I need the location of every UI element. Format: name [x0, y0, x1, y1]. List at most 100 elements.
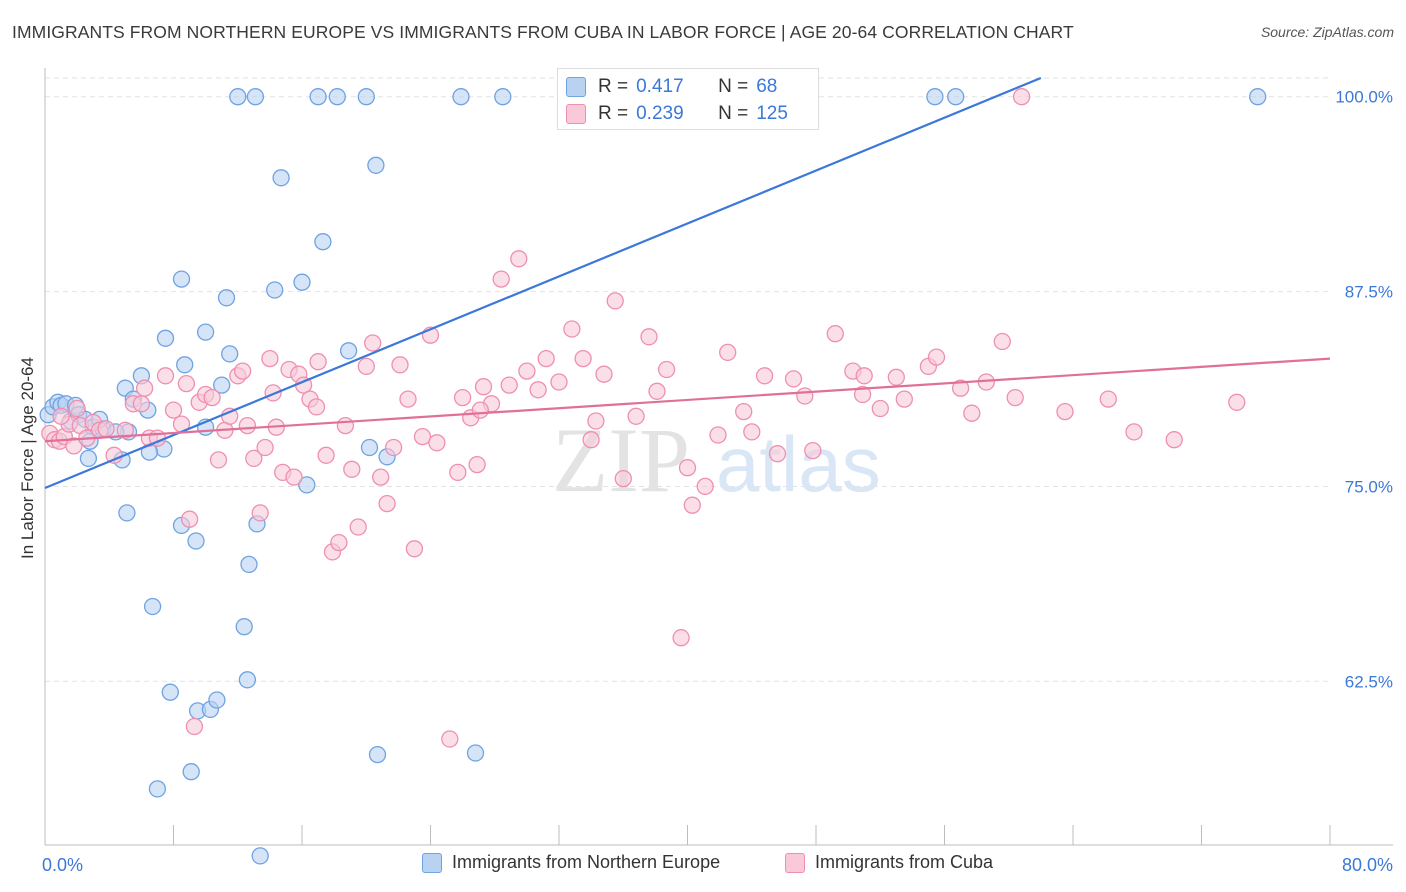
tick-labels: 62.5% 75.0% 87.5% 100.0% 0.0% 80.0% [42, 88, 1393, 875]
point-northern-europe [367, 156, 385, 174]
point-cuba [378, 494, 396, 513]
point-cuba [887, 368, 905, 386]
point-cuba [317, 446, 335, 464]
point-cuba [372, 468, 390, 486]
point-cuba [405, 540, 424, 558]
point-cuba [587, 412, 605, 430]
point-cuba [784, 370, 803, 388]
point-cuba [672, 629, 690, 647]
point-cuba [951, 379, 970, 397]
point-northern-europe [298, 476, 316, 494]
watermark-zip: ZIP [552, 409, 690, 511]
point-cuba [261, 349, 279, 368]
point-northern-europe [328, 88, 346, 106]
point-northern-europe [452, 88, 470, 106]
legend-item-northern-europe[interactable]: Immigrants from Northern Europe [422, 852, 720, 873]
point-cuba [65, 437, 83, 455]
point-cuba [529, 381, 547, 399]
y-tick-label: 62.5% [1345, 672, 1393, 691]
stats-row-northern-europe: R = 0.417 N = 68 [566, 74, 778, 100]
n-label: N = [718, 76, 749, 97]
point-northern-europe [187, 532, 205, 550]
point-northern-europe [947, 88, 965, 106]
legend-item-cuba[interactable]: Immigrants from Cuba [785, 852, 993, 873]
point-cuba [1056, 402, 1074, 421]
point-cuba [97, 420, 115, 438]
point-cuba [683, 496, 701, 514]
point-cuba [52, 407, 70, 425]
point-cuba [755, 367, 774, 385]
stats-swatch-cuba [566, 104, 586, 124]
point-northern-europe [314, 233, 332, 251]
point-cuba [330, 533, 348, 552]
point-northern-europe [143, 597, 162, 616]
point-northern-europe [208, 691, 226, 709]
point-cuba [804, 441, 822, 460]
point-cuba [238, 416, 257, 435]
point-cuba [871, 399, 889, 418]
point-cuba [640, 328, 658, 346]
point-cuba [1165, 431, 1183, 449]
axes [44, 68, 1393, 846]
point-cuba [582, 431, 600, 449]
point-cuba [1012, 88, 1031, 106]
point-cuba [574, 349, 592, 368]
point-cuba [537, 349, 555, 368]
point-cuba [180, 510, 199, 528]
point-northern-europe [246, 88, 265, 106]
point-cuba [614, 469, 632, 488]
point-cuba [853, 385, 872, 404]
r-value: 0.239 [636, 103, 684, 124]
point-cuba [627, 407, 645, 425]
r-label: R = [598, 76, 629, 97]
point-cuba [471, 401, 489, 419]
legend-label-northern-europe: Immigrants from Northern Europe [452, 852, 721, 872]
point-northern-europe [79, 449, 98, 468]
y-axis-label: In Labor Force | Age 20-64 [18, 357, 37, 559]
point-cuba [177, 374, 196, 393]
n-label: N = [718, 103, 749, 124]
point-cuba [550, 373, 568, 391]
point-cuba [719, 343, 737, 362]
point-cuba [474, 378, 493, 396]
point-cuba [384, 438, 403, 457]
point-northern-europe [272, 169, 290, 187]
point-cuba [895, 390, 913, 408]
point-cuba [343, 460, 361, 478]
point-northern-europe [357, 88, 375, 106]
n-value: 68 [756, 76, 778, 97]
point-cuba [963, 404, 981, 422]
point-cuba [391, 356, 409, 374]
point-cuba [156, 367, 175, 385]
trend-line-cuba [44, 357, 1331, 443]
point-cuba [68, 399, 86, 418]
source-label: Source: ZipAtlas.com [1260, 24, 1394, 40]
series-cuba [41, 88, 1246, 748]
point-northern-europe [229, 88, 247, 106]
point-northern-europe [213, 376, 231, 394]
point-cuba [233, 362, 252, 380]
point-northern-europe [368, 745, 387, 764]
point-northern-europe [926, 88, 944, 106]
x-tick-label: 0.0% [42, 855, 83, 875]
point-northern-europe [240, 555, 258, 574]
point-cuba [285, 468, 303, 486]
point-cuba [135, 379, 154, 397]
stats-row-cuba: R = 0.239 N = 125 [566, 101, 788, 127]
point-cuba [357, 357, 375, 376]
point-northern-europe [172, 270, 191, 288]
point-northern-europe [156, 329, 175, 347]
point-northern-europe [221, 345, 239, 363]
point-cuba [518, 362, 536, 380]
point-northern-europe [235, 618, 253, 636]
point-northern-europe [196, 323, 215, 341]
r-label: R = [598, 103, 629, 124]
point-northern-europe [360, 438, 379, 457]
point-cuba [768, 445, 787, 463]
point-cuba [696, 477, 714, 496]
point-cuba [399, 390, 417, 408]
point-northern-europe [161, 683, 179, 701]
point-cuba [595, 365, 613, 383]
point-northern-europe [293, 273, 311, 291]
point-cuba [563, 320, 581, 338]
